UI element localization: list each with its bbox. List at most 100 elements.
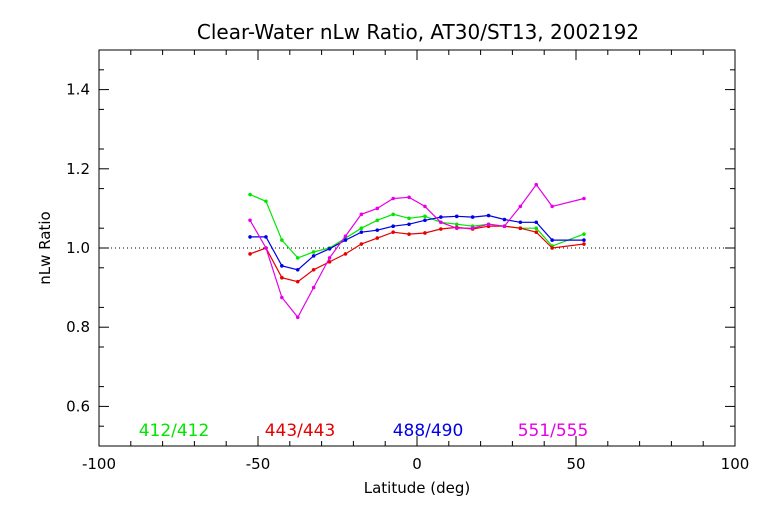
data-point [391,224,395,229]
data-point [518,204,523,209]
data-point [359,242,364,246]
data-point [407,195,411,200]
data-point [454,222,459,227]
data-point [295,315,300,320]
legend-entry: 488/490 [393,421,464,441]
data-point [375,228,380,232]
data-point [582,242,586,246]
data-point [486,213,491,218]
y-tick-label: 1.4 [66,81,90,99]
data-point [439,227,443,231]
data-point [311,250,316,254]
x-tick-label: -50 [246,455,271,473]
data-point [470,215,475,219]
y-tick-label: 0.8 [66,318,90,336]
series-line [250,214,584,271]
data-point [454,214,459,219]
x-tick-label: -100 [82,455,116,473]
data-point [311,285,316,290]
y-tick-label: 1.0 [66,239,90,257]
data-point [248,218,252,223]
data-point [295,256,300,260]
series-412-412 [248,192,586,260]
data-point [423,214,427,219]
data-point [280,238,284,242]
series-line [249,183,585,319]
data-point [375,218,380,223]
data-point [248,252,252,256]
y-tick-label: 0.6 [66,397,90,415]
ticks [98,50,736,446]
data-point [327,256,332,260]
data-point [550,246,554,250]
data-point [439,215,443,219]
data-point [502,217,507,222]
data-point [407,216,411,221]
series-line [249,225,585,283]
data-point [264,199,268,204]
tick-labels: -100 -50 0 50 100 0.6 0.8 1.0 1.2 1.4 [66,81,749,473]
legend-entry: 443/443 [265,421,336,441]
data-point [534,226,539,230]
chart-title: Clear-Water nLw Ratio, AT30/ST13, 200219… [197,20,639,44]
data-point [582,232,586,236]
data-point [582,238,586,242]
data-point [280,275,284,280]
data-point [391,196,395,201]
data-point [280,295,284,300]
data-point [423,204,427,209]
data-point [295,279,300,284]
legend-entry: 412/412 [139,421,210,441]
data-point [327,246,332,251]
data-point [375,236,380,240]
data-point [423,231,427,235]
data-point [391,212,395,217]
data-point [407,222,411,227]
x-axis-label: Latitude (deg) [364,479,470,497]
data-point [534,182,539,187]
series-line [249,193,585,259]
data-point [534,230,539,234]
data-point [518,220,523,225]
legend-entry: 551/555 [518,421,589,441]
data-point [534,220,539,225]
data-point [454,226,459,230]
series-551-555 [248,182,586,320]
data-point [375,206,380,211]
series-488-490 [248,213,586,272]
legend: 412/412 443/443 488/490 551/555 [139,421,589,441]
data-point [343,252,348,256]
data-point [248,192,252,197]
data-point [502,224,507,229]
data-point [359,230,364,234]
data-point [264,246,268,250]
y-tick-label: 1.2 [66,160,90,178]
x-tick-label: 100 [721,455,750,473]
data-point [486,222,491,227]
series-443-443 [248,224,586,284]
x-tick-label: 0 [412,455,422,473]
series-layer [248,182,586,320]
data-point [550,204,554,209]
data-point [280,264,284,268]
data-point [311,254,316,258]
data-point [311,267,316,272]
x-tick-label: 50 [566,455,585,473]
data-point [518,226,523,230]
y-axis-label: nLw Ratio [36,211,54,284]
data-point [582,196,586,201]
data-point [470,226,475,230]
data-point [327,260,332,264]
data-point [407,232,411,236]
data-point [359,226,364,230]
data-point [423,218,427,223]
data-point [343,238,348,242]
data-point [391,230,395,234]
data-point [439,220,443,225]
data-point [295,267,300,272]
data-point [359,212,364,217]
data-point [343,234,348,238]
data-point [550,238,554,242]
data-point [264,235,268,239]
